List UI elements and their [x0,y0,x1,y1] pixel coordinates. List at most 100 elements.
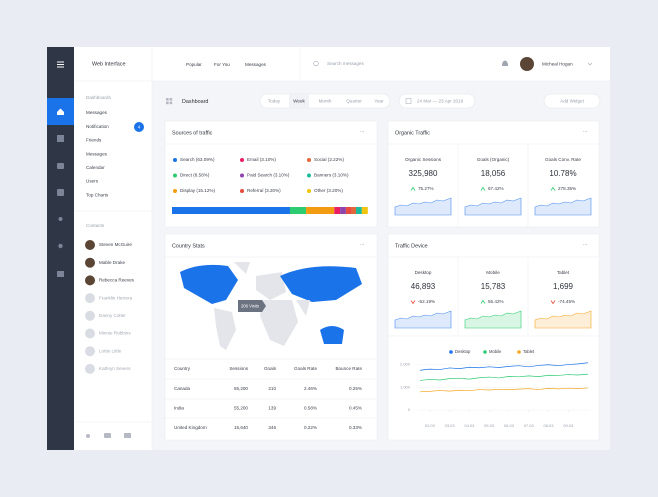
date-range[interactable]: 24 Mar — 23 Apr 2019 [417,99,464,104]
metric-change: 55.42% [488,299,504,304]
contact-name[interactable]: Danny Colter [99,313,126,318]
legend-entry: Banners (3.10%) [314,173,349,178]
sparkline [464,310,522,329]
legend-dot [307,189,311,193]
date-range-picker[interactable] [398,93,476,109]
period-option[interactable]: Week [293,99,305,104]
metric-change: -74.45% [558,299,575,304]
app-name: Web Interface [92,61,125,67]
period-option[interactable]: Today [268,99,281,104]
sparkline [534,310,592,329]
source-share: (3.20%) [265,188,282,193]
card-menu[interactable]: ··· [583,129,588,134]
header-nav-item[interactable]: Popular [186,62,202,67]
group-icon[interactable] [58,243,63,249]
nav-item[interactable]: Messages [86,151,108,156]
chat-icon[interactable] [104,433,111,438]
contact-name[interactable]: Lottie Little [99,348,122,353]
home-icon[interactable] [57,108,64,116]
menu-icon[interactable] [57,61,64,68]
map-europe [256,272,286,300]
header-nav-item[interactable]: For You [214,62,230,67]
bell-icon[interactable] [502,60,508,67]
map-north-america [180,264,238,304]
table-header: Country [174,366,191,371]
period-option[interactable]: Year [374,99,384,104]
nav-item[interactable]: Messages [86,110,108,115]
period-option[interactable]: Quarter [346,99,362,104]
user-name[interactable]: Micheal Hogan [542,62,573,67]
legend-dot [173,173,177,178]
map-south-america [214,308,236,350]
nav-item[interactable]: Notification [86,124,109,129]
source-share: (2.22%) [328,157,345,162]
trend-arrow [550,300,556,305]
sparkline [464,197,522,216]
notification-count: 4 [138,124,141,129]
image-icon[interactable] [57,271,64,277]
card-menu[interactable]: ··· [360,129,365,134]
header-nav-item[interactable]: Messages [245,62,267,67]
trend-arrow [410,300,416,305]
user-icon[interactable] [58,217,63,221]
metric-label: Desktop [415,270,432,275]
source-share: (63.09%) [196,157,215,162]
bar-segment [356,207,362,214]
nav-item[interactable]: Calendar [86,165,105,170]
active-period [289,94,309,108]
nav-item[interactable]: Users [86,179,99,184]
card-menu[interactable]: ··· [360,242,365,247]
user-menu-chevron[interactable] [587,62,593,66]
chat-icon[interactable] [57,163,64,169]
table-cell: Canada [174,386,191,391]
metric-change: -52.19% [418,299,435,304]
device-card [387,233,600,441]
source-name: Email [247,157,259,162]
table-cell: 0.45% [349,406,362,411]
legend-dot [483,350,487,354]
period-option[interactable]: Month [319,99,332,104]
source-share: (3.20%) [327,188,344,193]
metric-change: 278.35% [558,186,576,191]
contact-name[interactable]: Kathryn Severs [99,366,131,371]
add-widget-button[interactable] [543,93,601,109]
metric-value: 15,783 [481,282,506,291]
nav-item[interactable]: Top Charts [86,192,109,197]
calendar-icon[interactable] [57,189,64,196]
source-share: (15.12%) [196,188,215,193]
x-tick-label: 09.03 [563,423,574,428]
legend-dot [173,158,177,162]
contact-name[interactable]: Franklin Herrera [99,295,133,300]
legend-entry: Direct (8.58%) [180,173,210,178]
legend-dot [240,189,244,193]
add-widget-label[interactable]: Add Widget [560,99,584,104]
contact-name[interactable]: Mable Drake [99,260,125,265]
nav-item[interactable]: Friends [86,138,102,143]
contact-name[interactable]: Minnie Robbins [99,331,131,336]
bar-segment [289,207,307,214]
trend-arrow [480,186,486,191]
sparkline [394,197,452,216]
metric-value: 18,056 [481,169,506,178]
x-tick-label: 03.03 [445,423,456,428]
card-menu[interactable]: ··· [583,242,588,247]
series-line [419,373,589,381]
toolbar-title: Dashboard [182,99,208,105]
contact-name[interactable]: Steven McGuire [99,242,132,247]
apps-icon[interactable] [57,135,64,142]
contact-name[interactable]: Rebecca Reeves [99,278,135,283]
search-input[interactable]: Search messages [327,61,364,66]
map-africa [260,300,298,346]
calendar-icon [405,98,412,104]
search-icon[interactable] [313,60,319,67]
table-header: Goals [264,366,277,371]
source-share: (8.58%) [193,173,210,178]
y-tick-label: 2,000 [400,362,411,367]
mail-icon[interactable] [124,433,131,438]
people-icon[interactable] [86,434,90,438]
user-avatar[interactable] [520,57,534,71]
legend-entry: Search (63.09%) [180,157,215,162]
metric-label: Goals Conv. Rate [545,157,581,162]
metric-value: 46,893 [411,282,436,291]
